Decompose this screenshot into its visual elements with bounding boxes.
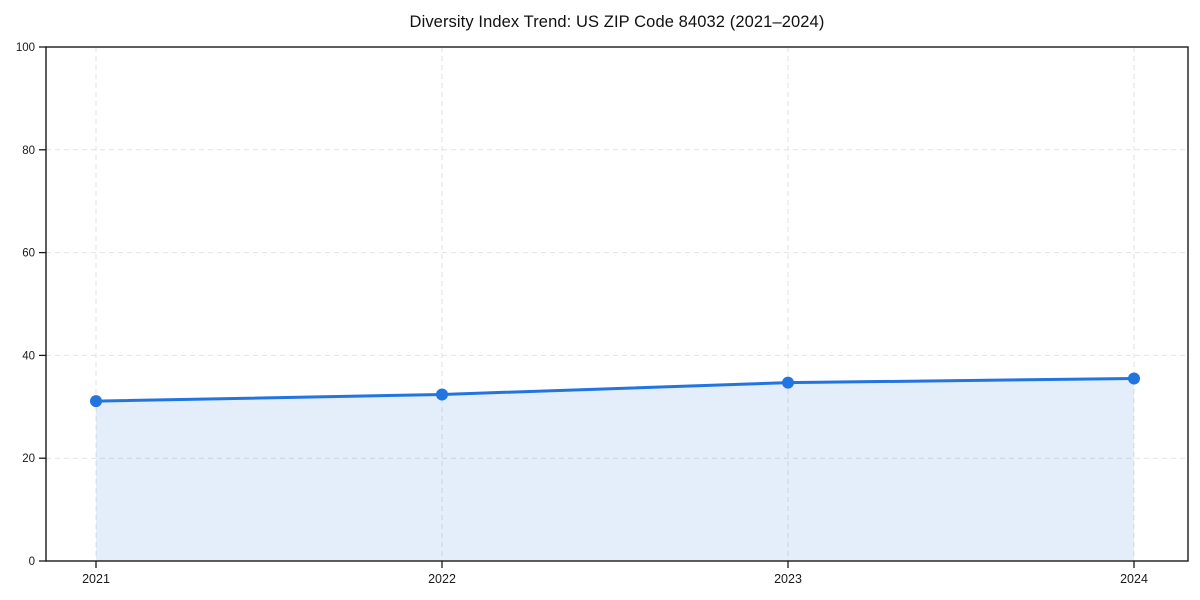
y-axis-tick-label: 20 <box>22 453 35 465</box>
chart-title: Diversity Index Trend: US ZIP Code 84032… <box>409 13 825 31</box>
data-point-marker <box>436 388 448 401</box>
series-line <box>94 377 1136 403</box>
y-axis-tick-label: 40 <box>22 350 35 362</box>
x-axis-tick-label: 2022 <box>428 572 456 586</box>
y-axis-tick-label: 60 <box>22 248 35 260</box>
x-axis-tick-label: 2023 <box>774 572 802 586</box>
x-axis-tick-label: 2024 <box>1120 572 1148 586</box>
data-point-marker <box>1128 372 1140 385</box>
y-axis-tick-label: 80 <box>22 145 35 157</box>
y-axis-tick-label: 100 <box>16 42 35 54</box>
y-axis-tick-label: 0 <box>29 556 35 568</box>
axes-spines <box>45 46 1189 562</box>
series-area-fill <box>96 378 1134 561</box>
data-point-marker <box>90 395 102 408</box>
data-point-marker <box>782 376 794 389</box>
x-axis-tick-label: 2021 <box>82 572 110 586</box>
